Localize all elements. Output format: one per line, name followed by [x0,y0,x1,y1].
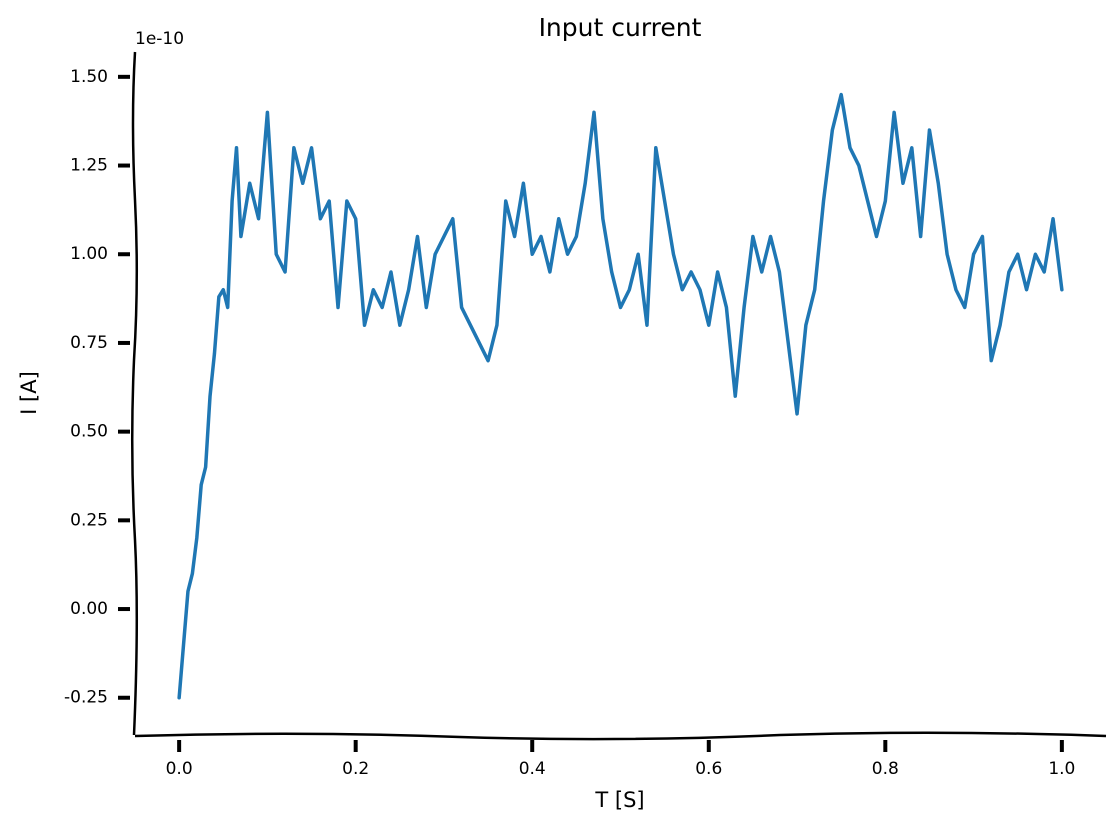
x-tick-label: 0.2 [342,759,369,779]
x-tick-label: 0.8 [872,759,899,779]
x-tick-label: 0.4 [519,759,546,779]
data-line [177,92,1064,700]
x-tick-label: 0.6 [695,759,722,779]
y-tick-label: -0.25 [64,688,108,708]
y-axis-label: I [A] [17,371,41,415]
y-axis-spine [130,51,139,736]
y-tick-label: 0.50 [70,422,108,442]
x-tick-label: 1.0 [1048,759,1075,779]
chart-title: Input current [539,13,702,42]
x-axis-label: T [S] [594,788,644,812]
y-tick-label: 0.25 [70,510,108,530]
y-tick-label: 1.25 [70,156,108,176]
y-tick-label: 0.00 [70,599,108,619]
y-tick-label: 0.75 [70,333,108,353]
y-offset-label: 1e-10 [135,29,184,49]
y-tick-label: 1.50 [70,67,108,87]
y-tick-label: 1.00 [70,244,108,264]
x-tick-label: 0.0 [166,759,193,779]
x-axis-spine [134,731,1107,741]
